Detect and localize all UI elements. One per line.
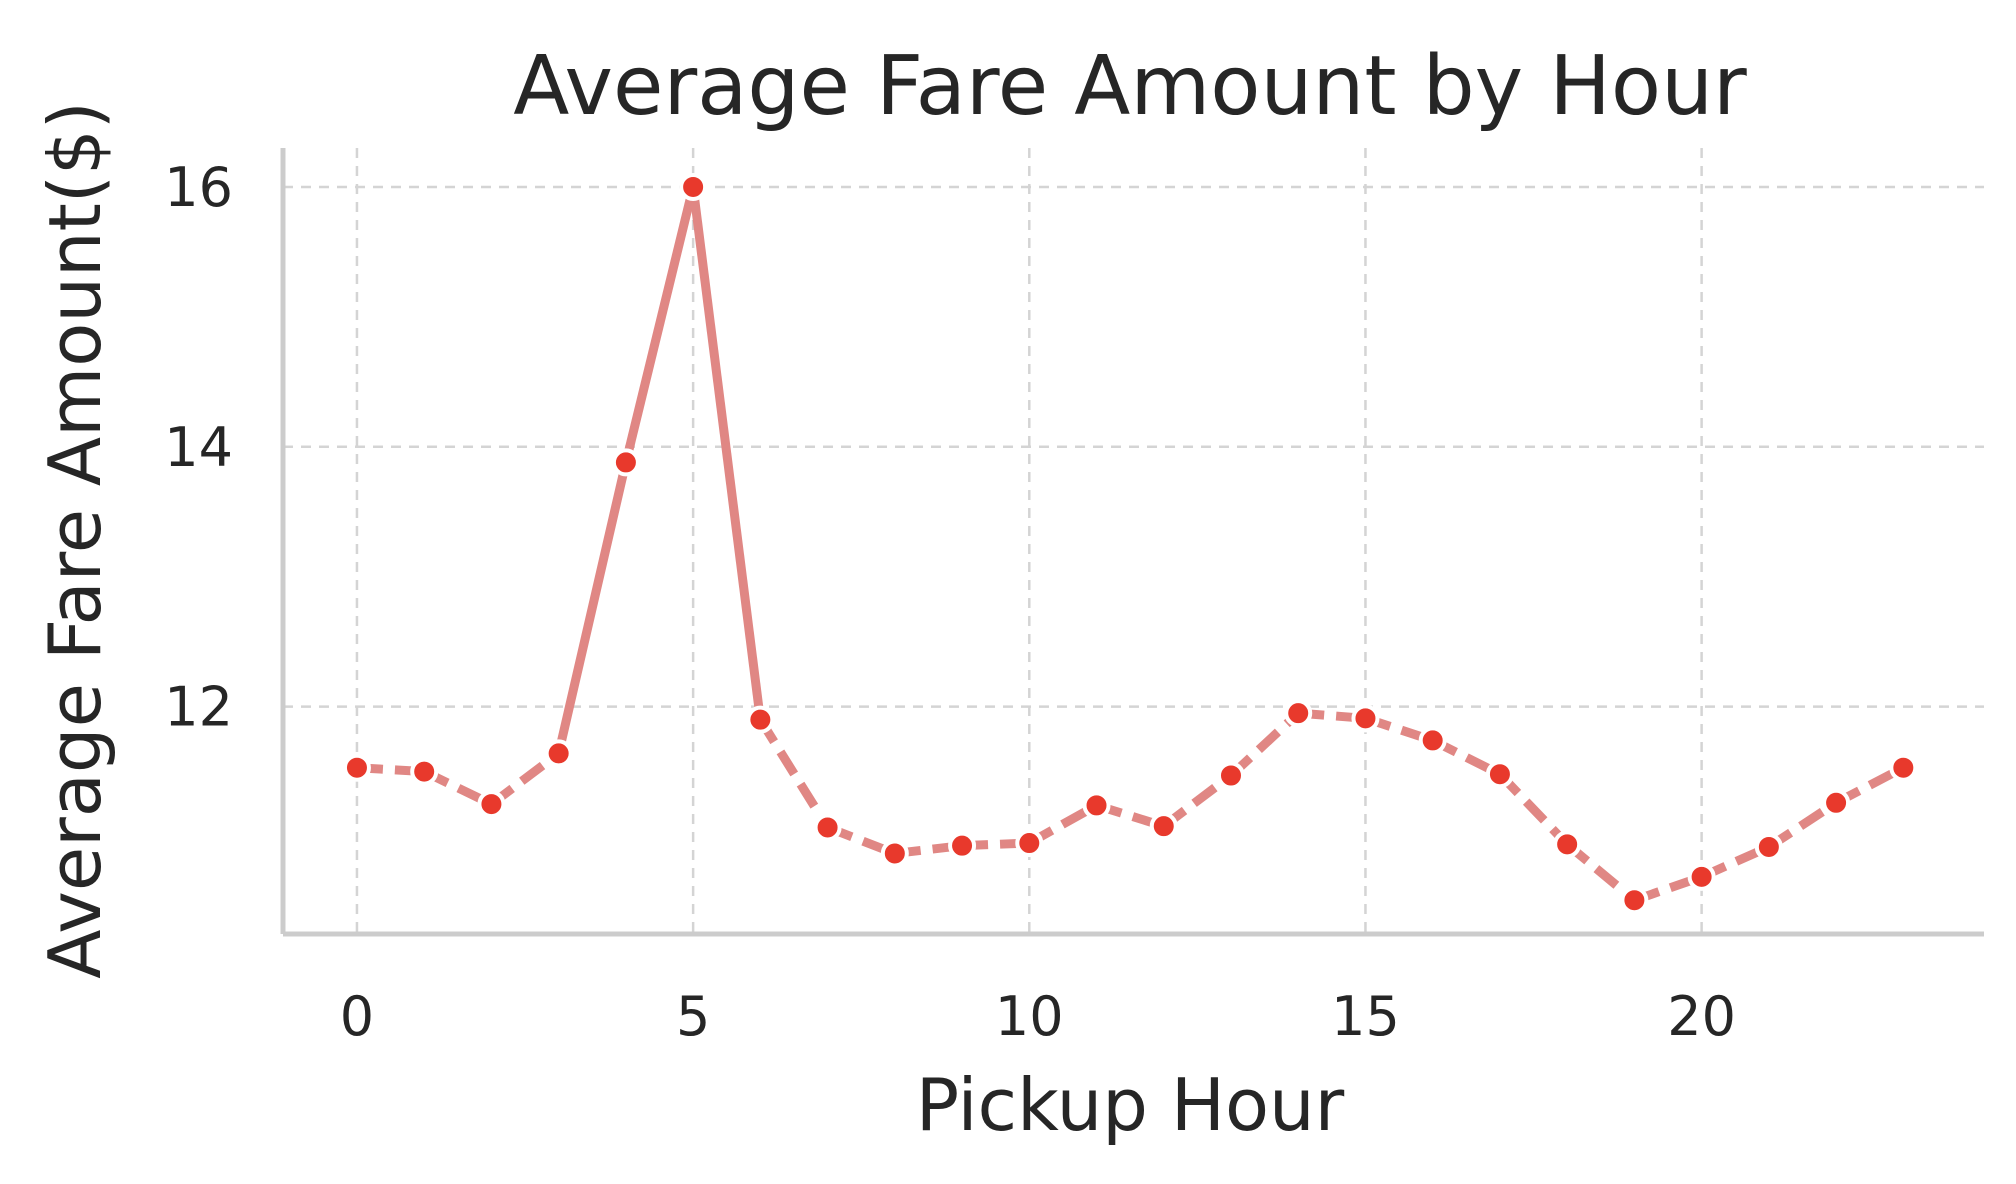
- data-point: [948, 831, 977, 860]
- data-point: [1687, 862, 1716, 891]
- data-point: [1351, 704, 1380, 733]
- x-tick-labels: 0 5 10 15 20: [340, 985, 1736, 1048]
- line-segment-dashed: [1227, 709, 1302, 779]
- data-point: [342, 753, 371, 782]
- x-tick-label: 5: [676, 985, 710, 1048]
- x-tick-label: 20: [1667, 985, 1736, 1048]
- y-tick-label: 12: [164, 676, 233, 739]
- grid: [283, 148, 1984, 934]
- data-point: [1015, 829, 1044, 858]
- data-point: [1149, 812, 1178, 841]
- data-point: [813, 813, 842, 842]
- y-tick-label: 16: [164, 156, 233, 219]
- data-point: [1620, 886, 1649, 915]
- data-point: [1553, 830, 1582, 859]
- data-point: [1216, 761, 1245, 790]
- series-line: [356, 185, 1906, 905]
- y-tick-labels: 12 14 16: [164, 156, 233, 739]
- data-point: [1754, 832, 1783, 861]
- y-axis-label: Average Fare Amount($): [33, 101, 117, 979]
- data-point: [746, 705, 775, 734]
- line-segment-solid: [621, 185, 698, 464]
- data-point: [1082, 791, 1111, 820]
- data-point: [544, 739, 573, 768]
- data-point: [611, 448, 640, 477]
- line-segment-dashed: [1564, 840, 1638, 904]
- line-segment-solid: [554, 461, 631, 755]
- x-axis-label: Pickup Hour: [916, 1063, 1345, 1147]
- line-segment-dashed: [756, 717, 832, 830]
- data-point: [1822, 788, 1851, 817]
- line-segment-dashed: [1496, 771, 1571, 848]
- data-point: [1418, 726, 1447, 755]
- data-point: [477, 790, 506, 819]
- y-tick-label: 14: [164, 416, 233, 479]
- data-points: [342, 172, 1918, 915]
- data-point: [1284, 699, 1313, 728]
- data-point: [1889, 753, 1918, 782]
- data-point: [679, 172, 708, 201]
- line-segment-solid: [688, 186, 765, 721]
- chart-title: Average Fare Amount by Hour: [513, 39, 1747, 134]
- data-point: [880, 839, 909, 868]
- axes-spines: [280, 148, 1984, 937]
- x-tick-label: 0: [340, 985, 374, 1048]
- line-segment-dashed: [1161, 771, 1234, 830]
- data-point: [410, 757, 439, 786]
- x-tick-label: 15: [1331, 985, 1400, 1048]
- data-point: [1485, 760, 1514, 789]
- x-tick-label: 10: [995, 985, 1064, 1048]
- line-segment-dashed: [488, 749, 562, 808]
